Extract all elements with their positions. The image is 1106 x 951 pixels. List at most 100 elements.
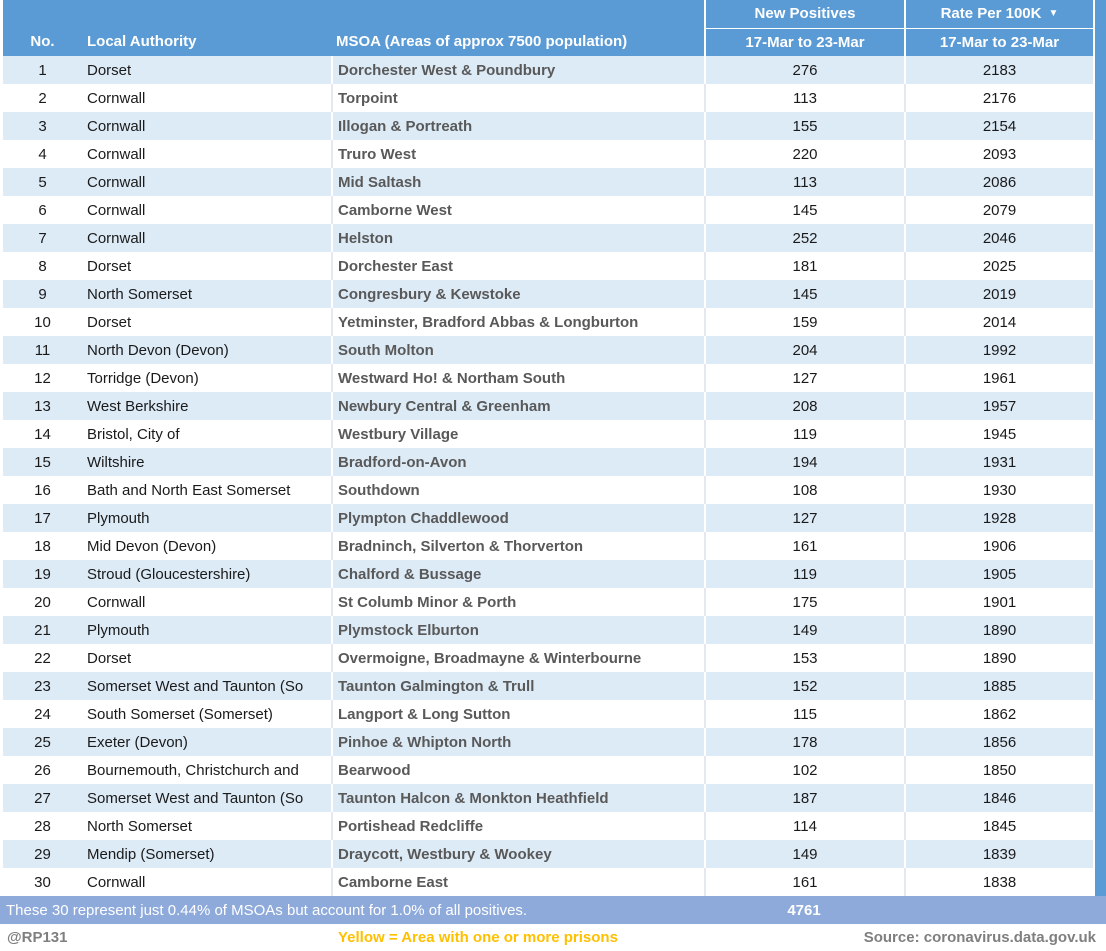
cell-new-positives: 208 [704,392,904,420]
cell-new-positives: 145 [704,280,904,308]
row-edge-strip [1095,504,1106,532]
cell-new-positives: 127 [704,504,904,532]
cell-local-authority: Mid Devon (Devon) [87,537,217,555]
cell-no: 23 [34,677,51,695]
cell-msoa: Helston [331,224,704,252]
cell-local-authority: South Somerset (Somerset) [87,705,273,723]
cell-no: 30 [34,873,51,891]
row-edge-strip [1095,448,1106,476]
cell-msoa: St Columb Minor & Porth [331,588,704,616]
sort-descending-icon: ▼ [1048,7,1059,19]
cell-local-authority: Cornwall [87,593,146,611]
cell-msoa: Yetminster, Bradford Abbas & Longburton [331,308,704,336]
cell-local-authority: Bath and North East Somerset [87,481,291,499]
row-edge-strip [1095,364,1106,392]
row-edge-strip [1095,560,1106,588]
cell-msoa: Bradford-on-Avon [331,448,704,476]
table-row: 2 Cornwall Torpoint 113 2176 [3,84,1106,112]
row-edge-strip [1095,280,1106,308]
cell-local-authority: Dorset [87,61,132,79]
cell-msoa: Camborne East [331,868,704,896]
header-local-authority-label: Local Authority [87,33,197,50]
cell-no: 18 [34,537,51,555]
table-row: 6 Cornwall Camborne West 145 2079 [3,196,1106,224]
cell-no: 7 [38,229,47,247]
table-row: 9 North Somerset Congresbury & Kewstoke 145… [3,280,1106,308]
row-edge-strip [1095,84,1106,112]
cell-local-authority: Dorset [87,313,132,331]
cell-no: 25 [34,733,51,751]
row-edge-strip [1095,812,1106,840]
row-edge-strip [1095,168,1106,196]
cell-msoa: Portishead Redcliffe [331,812,704,840]
table-row: 1 Dorset Dorchester West & Poundbury 276 218… [3,56,1106,84]
table-row: 12 Torridge (Devon) Westward Ho! & Northam… [3,364,1106,392]
cell-no: 6 [38,201,47,219]
table-row: 3 Cornwall Illogan & Portreath 155 2154 [3,112,1106,140]
cell-new-positives: 220 [704,140,904,168]
cell-rate: 1846 [904,784,1095,812]
cell-no: 5 [38,173,47,191]
cell-rate: 1992 [904,336,1095,364]
row-edge-strip [1095,336,1106,364]
cell-msoa: Torpoint [331,84,704,112]
cell-new-positives: 178 [704,728,904,756]
cell-local-authority: Somerset West and Taunton (So [87,789,304,807]
summary-text: These 30 represent just 0.44% of MSOAs b… [6,901,528,919]
table-row: 18 Mid Devon (Devon) Bradninch, Silverton … [3,532,1106,560]
header-no-label: No. [30,33,55,50]
cell-no: 15 [34,453,51,471]
table-header: No. Local Authority MSOA (Areas of appro… [3,0,1106,56]
cell-no: 24 [34,705,51,723]
header-local-authority: Local Authority [82,0,331,56]
row-edge-strip [1095,196,1106,224]
cell-local-authority: Cornwall [87,89,146,107]
cell-no: 22 [34,649,51,667]
table-row: 7 Cornwall Helston 252 2046 [3,224,1106,252]
cell-new-positives: 194 [704,448,904,476]
cell-local-authority: Plymouth [87,621,150,639]
cell-msoa: Bradninch, Silverton & Thorverton [331,532,704,560]
cell-rate: 1890 [904,616,1095,644]
cell-new-positives: 161 [704,868,904,896]
cell-msoa: Mid Saltash [331,168,704,196]
table-row: 23 Somerset West and Taunton (So Taunton G… [3,672,1106,700]
row-edge-strip [1095,700,1106,728]
cell-new-positives: 113 [704,84,904,112]
cell-rate: 1901 [904,588,1095,616]
table-row: 20 Cornwall St Columb Minor & Porth 175 1901 [3,588,1106,616]
table-row: 17 Plymouth Plympton Chaddlewood 127 1928 [3,504,1106,532]
cell-local-authority: Cornwall [87,117,146,135]
row-edge-strip [1095,588,1106,616]
cell-msoa: Bearwood [331,756,704,784]
table-row: 22 Dorset Overmoigne, Broadmayne & Winterb… [3,644,1106,672]
cell-local-authority: North Somerset [87,817,193,835]
cell-new-positives: 161 [704,532,904,560]
cell-new-positives: 252 [704,224,904,252]
cell-local-authority: Mendip (Somerset) [87,845,215,863]
cell-msoa: Langport & Long Sutton [331,700,704,728]
cell-no: 2 [38,89,47,107]
cell-no: 17 [34,509,51,527]
table-row: 24 South Somerset (Somerset) Langport & Lo… [3,700,1106,728]
cell-new-positives: 149 [704,616,904,644]
cell-rate: 1839 [904,840,1095,868]
header-rate[interactable]: Rate Per 100K ▼ 17-Mar to 23-Mar [904,0,1095,56]
table-row: 29 Mendip (Somerset) Draycott, Westbury & … [3,840,1106,868]
cell-no: 21 [34,621,51,639]
cell-new-positives: 175 [704,588,904,616]
cell-msoa: Taunton Galmington & Trull [331,672,704,700]
cell-new-positives: 149 [704,840,904,868]
header-rate-text: Rate Per 100K [940,5,1042,23]
cell-local-authority: Cornwall [87,201,146,219]
cell-local-authority: Cornwall [87,145,146,163]
cell-msoa: Illogan & Portreath [331,112,704,140]
cell-new-positives: 181 [704,252,904,280]
cell-no: 20 [34,593,51,611]
cell-rate: 1850 [904,756,1095,784]
table-row: 10 Dorset Yetminster, Bradford Abbas & Lon… [3,308,1106,336]
table-body: 1 Dorset Dorchester West & Poundbury 276 218… [3,56,1106,896]
cell-new-positives: 153 [704,644,904,672]
table-row: 5 Cornwall Mid Saltash 113 2086 [3,168,1106,196]
row-edge-strip [1095,392,1106,420]
